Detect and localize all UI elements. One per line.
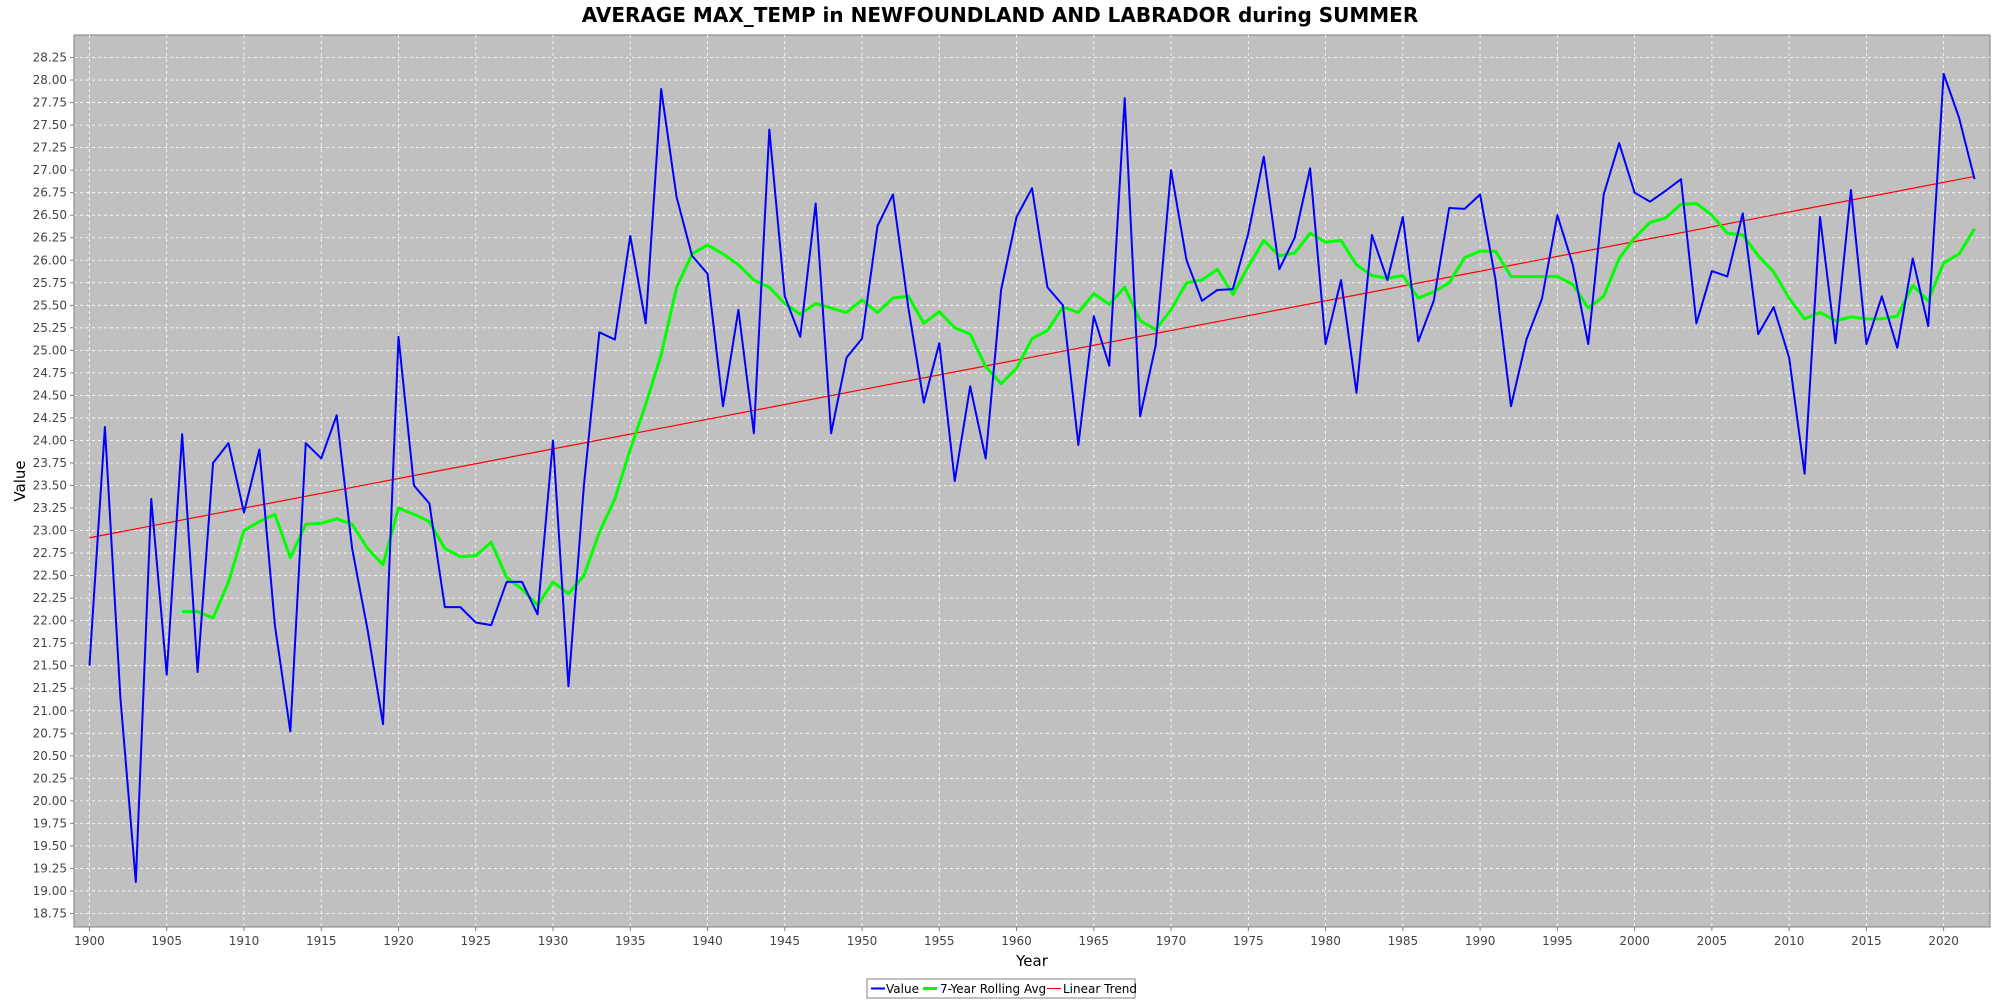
y-tick-label: 26.50 [33, 208, 67, 222]
x-tick-label: 2015 [1851, 934, 1882, 948]
y-tick-label: 24.25 [33, 411, 67, 425]
y-tick-label: 19.75 [33, 816, 67, 830]
x-tick-label: 1970 [1156, 934, 1187, 948]
x-tick-label: 1945 [770, 934, 801, 948]
y-tick-label: 21.25 [33, 681, 67, 695]
x-tick-label: 1935 [615, 934, 646, 948]
y-tick-label: 23.25 [33, 501, 67, 515]
x-tick-label: 1920 [383, 934, 414, 948]
x-tick-label: 1955 [924, 934, 955, 948]
x-tick-label: 2010 [1774, 934, 1805, 948]
y-tick-label: 24.00 [33, 433, 67, 447]
y-tick-label: 23.00 [33, 524, 67, 538]
y-tick-label: 25.00 [33, 343, 67, 357]
y-tick-label: 19.25 [33, 861, 67, 875]
y-tick-label: 19.50 [33, 839, 67, 853]
y-tick-label: 25.25 [33, 321, 67, 335]
x-tick-label: 1965 [1079, 934, 1110, 948]
x-tick-label: 1995 [1542, 934, 1573, 948]
y-tick-label: 27.50 [33, 118, 67, 132]
x-tick-label: 1980 [1310, 934, 1341, 948]
y-tick-label: 23.50 [33, 479, 67, 493]
y-tick-label: 24.75 [33, 366, 67, 380]
y-tick-label: 20.50 [33, 749, 67, 763]
x-tick-label: 2005 [1697, 934, 1728, 948]
y-tick-label: 20.75 [33, 726, 67, 740]
x-tick-label: 1900 [74, 934, 105, 948]
y-tick-label: 18.75 [33, 906, 67, 920]
y-tick-label: 19.00 [33, 884, 67, 898]
y-tick-label: 22.25 [33, 591, 67, 605]
x-tick-label: 2000 [1619, 934, 1650, 948]
x-tick-label: 1915 [306, 934, 337, 948]
y-tick-label: 22.00 [33, 614, 67, 628]
x-tick-label: 1950 [847, 934, 878, 948]
y-tick-label: 22.75 [33, 546, 67, 560]
x-tick-label: 1960 [1001, 934, 1032, 948]
y-tick-label: 27.25 [33, 141, 67, 155]
y-tick-label: 25.50 [33, 298, 67, 312]
y-tick-label: 28.25 [33, 51, 67, 65]
y-tick-label: 27.00 [33, 163, 67, 177]
x-tick-label: 1925 [460, 934, 491, 948]
legend-label: Value [886, 982, 919, 996]
y-tick-label: 21.00 [33, 704, 67, 718]
y-tick-label: 22.50 [33, 569, 67, 583]
y-tick-label: 21.50 [33, 659, 67, 673]
y-tick-label: 21.75 [33, 636, 67, 650]
y-tick-label: 26.75 [33, 186, 67, 200]
x-tick-label: 1975 [1233, 934, 1264, 948]
x-tick-label: 1930 [538, 934, 569, 948]
y-tick-label: 26.25 [33, 231, 67, 245]
x-tick-label: 1905 [151, 934, 182, 948]
x-tick-label: 1990 [1465, 934, 1496, 948]
x-tick-label: 1985 [1388, 934, 1419, 948]
x-axis-title: Year [1015, 952, 1049, 970]
plot-area [74, 35, 1990, 927]
y-tick-label: 20.00 [33, 794, 67, 808]
y-tick-label: 20.25 [33, 771, 67, 785]
x-tick-label: 1910 [229, 934, 260, 948]
y-tick-label: 28.00 [33, 73, 67, 87]
y-axis-title: Value [11, 460, 29, 501]
y-tick-label: 27.75 [33, 96, 67, 110]
y-tick-label: 24.50 [33, 388, 67, 402]
y-tick-label: 23.75 [33, 456, 67, 470]
legend-label: 7-Year Rolling Avg [940, 982, 1046, 996]
legend-label: Linear Trend [1063, 982, 1137, 996]
y-tick-label: 26.00 [33, 253, 67, 267]
x-tick-label: 1940 [692, 934, 723, 948]
x-tick-label: 2020 [1928, 934, 1959, 948]
y-tick-label: 25.75 [33, 276, 67, 290]
